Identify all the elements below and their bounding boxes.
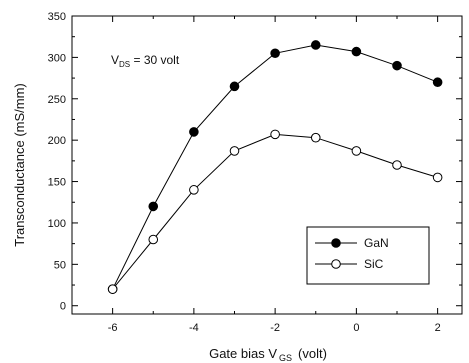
x-tick-label: -2 bbox=[270, 322, 280, 334]
annotation-main: V bbox=[111, 53, 119, 67]
series-markers bbox=[107, 40, 443, 294]
x-tick-label: -6 bbox=[108, 322, 118, 334]
y-tick-label: 300 bbox=[48, 52, 66, 64]
x-tick-label: 2 bbox=[435, 322, 441, 334]
legend-marker-gan bbox=[331, 238, 341, 248]
y-tick-label: 150 bbox=[48, 177, 66, 189]
legend-marker-sic bbox=[331, 259, 341, 269]
y-tick-label: 350 bbox=[48, 11, 66, 23]
y-tick-label: 200 bbox=[48, 135, 66, 147]
legend-label-gan: GaN bbox=[364, 236, 389, 250]
point-gan bbox=[310, 40, 321, 50]
point-sic bbox=[392, 160, 402, 170]
x-tick-label: 0 bbox=[353, 322, 359, 334]
point-sic bbox=[148, 234, 159, 245]
point-sic bbox=[107, 284, 118, 294]
point-gan bbox=[270, 48, 280, 59]
y-axis-title: Transconductance (mS/mm) bbox=[12, 83, 27, 247]
y-tick-label: 50 bbox=[54, 259, 66, 271]
point-sic bbox=[310, 132, 321, 143]
point-sic bbox=[351, 146, 362, 156]
annotation-sub: DS bbox=[119, 60, 130, 69]
annotation-vds: VDS = 30 volt bbox=[111, 53, 180, 69]
x-axis-title-main: Gate bias V bbox=[209, 346, 277, 361]
legend-label-sic: SiC bbox=[364, 257, 384, 271]
point-gan bbox=[148, 201, 159, 212]
point-gan bbox=[189, 127, 199, 137]
x-axis-title-unit: (volt) bbox=[298, 346, 327, 361]
point-sic bbox=[229, 146, 240, 156]
legend-box bbox=[306, 226, 430, 285]
point-gan bbox=[229, 81, 240, 92]
point-sic bbox=[432, 172, 443, 183]
point-gan bbox=[392, 60, 402, 71]
x-axis-title-sub: GS bbox=[279, 353, 292, 363]
annotation-rest: = 30 volt bbox=[130, 53, 180, 67]
point-sic bbox=[189, 185, 199, 195]
legend: GaN SiC bbox=[306, 226, 430, 285]
x-tick-label: -4 bbox=[189, 322, 199, 334]
point-gan bbox=[432, 77, 443, 88]
axis-ticks: -6 -4 -2 0 2 0 50 100 150 200 250 300 350 bbox=[48, 11, 462, 334]
y-tick-label: 0 bbox=[60, 301, 66, 313]
point-sic bbox=[270, 129, 280, 140]
point-gan bbox=[351, 46, 362, 57]
y-tick-label: 100 bbox=[48, 218, 66, 230]
x-axis-title: Gate bias V GS (volt) bbox=[209, 346, 327, 363]
y-tick-label: 250 bbox=[48, 94, 66, 106]
plot-frame bbox=[71, 15, 463, 315]
